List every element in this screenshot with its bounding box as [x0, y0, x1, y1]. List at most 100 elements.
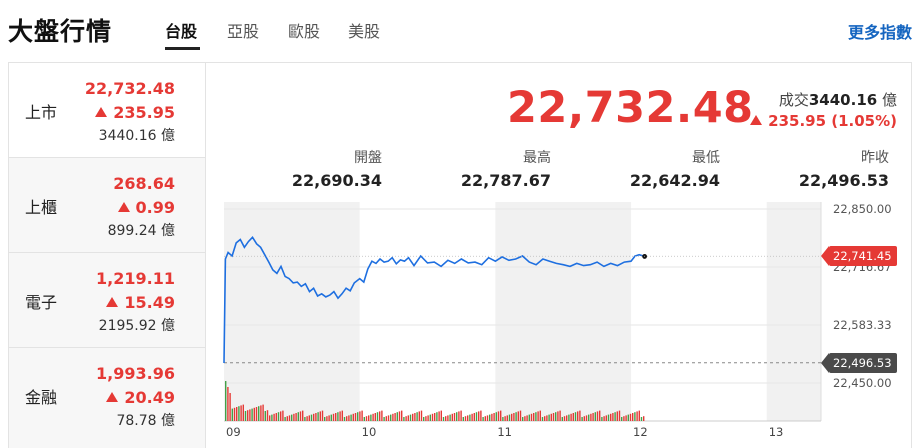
- volume-bar: [317, 412, 319, 421]
- volume-bar: [332, 413, 335, 421]
- volume-bar: [374, 413, 376, 421]
- stat-label: 昨收: [861, 150, 889, 166]
- x-tick-label: 10: [362, 425, 377, 439]
- sidebar-item-electronics[interactable]: 電子 1,219.11 15.49 2195.92 億: [9, 253, 205, 348]
- volume-bar: [343, 417, 346, 421]
- x-tick-label: 09: [226, 425, 241, 439]
- tab-asia[interactable]: 亞股: [227, 22, 260, 41]
- hour-band: [766, 202, 821, 421]
- tab-us[interactable]: 美股: [348, 22, 381, 41]
- volume-bar: [319, 411, 321, 421]
- volume-bar: [409, 414, 412, 421]
- volume-bar: [621, 417, 623, 421]
- volume-bar: [500, 410, 502, 421]
- volume-bar: [339, 411, 341, 421]
- volume-bar: [594, 412, 596, 421]
- volume-bar: [616, 411, 618, 421]
- volume-bar: [262, 404, 264, 421]
- volume-bar: [271, 414, 273, 421]
- volume-bar: [372, 413, 374, 421]
- volume-bar: [427, 415, 429, 421]
- sidebar-item-otc[interactable]: 上櫃 268.64 0.99 899.24 億: [9, 158, 205, 253]
- stat-low: 最低 22,642.94: [560, 147, 720, 190]
- volume-bar: [561, 417, 563, 421]
- volume-bar: [493, 413, 495, 421]
- volume-bar: [297, 412, 299, 421]
- index-change: 235.95: [95, 103, 175, 122]
- volume-bar: [418, 411, 420, 421]
- volume-bar: [293, 413, 295, 421]
- volume-bar: [229, 393, 231, 421]
- stat-prev-close: 昨收 22,496.53: [729, 147, 889, 190]
- volume-bar: [636, 411, 638, 421]
- volume-bar: [225, 381, 227, 421]
- volume-bar: [308, 415, 310, 421]
- volume-bar: [376, 412, 379, 421]
- stat-open: 開盤 22,690.34: [222, 147, 382, 190]
- volume-bar: [365, 416, 368, 421]
- volume-bar: [405, 416, 407, 421]
- volume-bar: [469, 414, 471, 421]
- volume-bar: [295, 413, 297, 421]
- volume-bar: [280, 411, 282, 421]
- volume-bar: [434, 413, 436, 421]
- volume-bar: [583, 416, 585, 421]
- volume-bar: [284, 417, 286, 421]
- volume-bar: [227, 387, 229, 421]
- volume-bar: [506, 415, 508, 421]
- volume-bar: [412, 413, 414, 421]
- stat-value: 22,642.94: [629, 171, 720, 190]
- sidebar-item-finance[interactable]: 金融 1,993.96 20.49 78.78 億: [9, 348, 205, 448]
- current-price: 22,732.48: [507, 83, 754, 133]
- stat-value: 22,690.34: [291, 171, 382, 190]
- volume-bar: [546, 415, 548, 421]
- volume-bar: [610, 413, 612, 421]
- volume-bar: [394, 413, 396, 421]
- volume-bar: [258, 406, 260, 421]
- volume-bar: [425, 416, 427, 421]
- sidebar-item-listed[interactable]: 上市 22,732.48 235.95 3440.16 億: [9, 63, 205, 158]
- index-name: 上市: [25, 103, 58, 122]
- volume-bar: [535, 412, 537, 421]
- volume-bar: [387, 415, 390, 421]
- more-indices-link[interactable]: 更多指數: [847, 23, 912, 42]
- header: 大盤行情 台股 亞股 歐股 美股 更多指數: [0, 0, 918, 56]
- volume-bar: [504, 416, 506, 421]
- volume-bar: [401, 410, 403, 421]
- volume-bar: [429, 414, 431, 421]
- volume-bar: [236, 407, 238, 421]
- volume-bar: [392, 413, 394, 421]
- volume-bar: [464, 416, 467, 421]
- volume-bar: [255, 407, 258, 421]
- index-name: 電子: [25, 293, 58, 312]
- volume-bar: [599, 410, 601, 421]
- x-tick-label: 11: [497, 425, 512, 439]
- tab-europe[interactable]: 歐股: [288, 22, 321, 41]
- volume-bar: [614, 412, 616, 421]
- volume-bar: [484, 416, 486, 421]
- volume-bar: [233, 407, 236, 421]
- volume-bar: [440, 410, 442, 421]
- volume-bar: [585, 415, 588, 421]
- volume-bar: [458, 411, 460, 421]
- current-price-tag: 22,741.45: [821, 246, 897, 267]
- volume-bar: [588, 414, 590, 421]
- volume-bar: [264, 411, 266, 421]
- volume-bar: [438, 411, 440, 421]
- volume-bar: [486, 415, 489, 421]
- volume-bar: [449, 414, 451, 421]
- volume-bar: [251, 408, 253, 421]
- trade-volume: 成交3440.16 億: [778, 91, 897, 109]
- volume-bar: [513, 413, 515, 421]
- index-name: 金融: [25, 388, 58, 407]
- price-change: 235.95 (1.05%): [750, 112, 897, 130]
- volume-bar: [247, 410, 249, 421]
- tab-taiwan[interactable]: 台股: [165, 22, 198, 41]
- volume-bar: [231, 408, 233, 421]
- stat-value: 22,496.53: [798, 171, 889, 190]
- volume-bar: [442, 417, 445, 421]
- volume-bar: [629, 413, 632, 421]
- hour-band: [224, 202, 360, 421]
- index-sidebar: 上市 22,732.48 235.95 3440.16 億 上櫃 268.64 …: [9, 63, 206, 448]
